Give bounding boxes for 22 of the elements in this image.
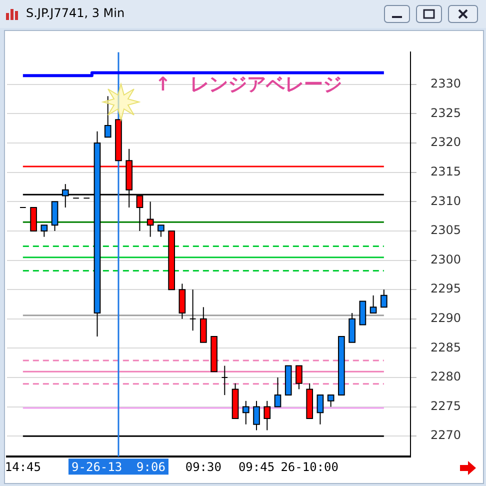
y-tick-label: 2300 bbox=[430, 252, 462, 266]
x-tick-label: 26-10:00 bbox=[280, 460, 338, 474]
chart-title: S.JP.J7741, 3 Min bbox=[26, 6, 125, 20]
y-tick-label: 2310 bbox=[430, 194, 462, 208]
y-tick-label: 2290 bbox=[430, 310, 462, 325]
y-tick-label: 2320 bbox=[430, 135, 462, 150]
y-tick-label: 2295 bbox=[430, 282, 462, 296]
y-tick-label: 2330 bbox=[430, 76, 462, 91]
x-tick-label: 14:45 bbox=[4, 460, 41, 474]
y-tick-label: 2315 bbox=[430, 164, 462, 178]
candlestick bbox=[189, 289, 196, 332]
y-tick-label: 2270 bbox=[430, 428, 462, 442]
x-tick-label: 09:45 bbox=[238, 460, 275, 474]
candlestick bbox=[221, 365, 228, 396]
y-tick-label: 2275 bbox=[430, 398, 462, 413]
x-tick-label: 09:30 bbox=[185, 460, 222, 474]
y-tick-label: 2280 bbox=[430, 370, 462, 384]
annotation: ↑ レンジアベレージ bbox=[155, 74, 342, 96]
y-tick-label: 2305 bbox=[430, 223, 462, 238]
y-tick-label: 2285 bbox=[430, 340, 462, 354]
x-tick-label: 9-26-13 9:06 bbox=[72, 460, 166, 474]
y-tick-label: 2325 bbox=[430, 106, 462, 120]
